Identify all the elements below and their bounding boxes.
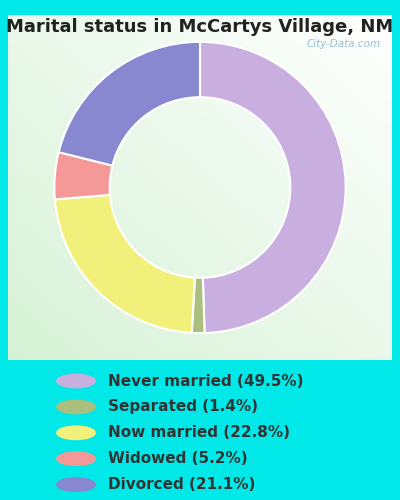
Text: City-Data.com: City-Data.com xyxy=(306,39,380,49)
Text: Now married (22.8%): Now married (22.8%) xyxy=(108,426,290,440)
Wedge shape xyxy=(192,278,204,333)
Circle shape xyxy=(57,400,95,413)
Text: Separated (1.4%): Separated (1.4%) xyxy=(108,400,258,414)
Text: Divorced (21.1%): Divorced (21.1%) xyxy=(108,477,255,492)
Text: Widowed (5.2%): Widowed (5.2%) xyxy=(108,451,248,466)
Wedge shape xyxy=(54,152,112,200)
Circle shape xyxy=(57,374,95,388)
Wedge shape xyxy=(200,42,346,333)
Text: Marital status in McCartys Village, NM: Marital status in McCartys Village, NM xyxy=(6,18,394,36)
Wedge shape xyxy=(59,42,200,166)
Text: Never married (49.5%): Never married (49.5%) xyxy=(108,374,304,388)
Wedge shape xyxy=(55,195,195,333)
Circle shape xyxy=(57,452,95,466)
Circle shape xyxy=(57,426,95,440)
Circle shape xyxy=(57,478,95,492)
